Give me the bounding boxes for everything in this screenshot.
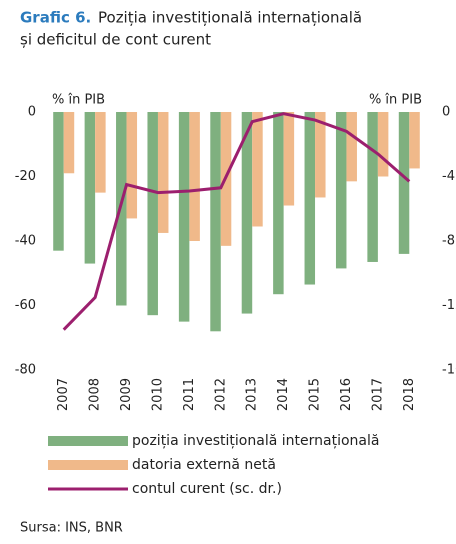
bar (283, 112, 295, 206)
bar (126, 112, 138, 219)
legend-label: contul curent (sc. dr.) (132, 481, 282, 497)
y2-tick-label: -4 (442, 169, 455, 184)
x-tick-label: 2012 (213, 378, 228, 411)
bar (367, 112, 378, 262)
x-tick-label: 2008 (88, 378, 103, 411)
legend-label: poziția investițională internațională (132, 433, 379, 449)
legend-label: datoria externă netă (132, 457, 276, 473)
x-tick-label: 2009 (119, 378, 134, 411)
y-tick-label: -80 (15, 363, 36, 378)
x-tick-label: 2013 (245, 378, 260, 411)
bar (53, 112, 64, 251)
bar (178, 112, 190, 322)
bar (252, 112, 263, 227)
x-tick-label: 2015 (308, 378, 323, 411)
bar (398, 112, 410, 254)
x-tick-label: 2007 (56, 378, 71, 411)
bar (304, 112, 316, 285)
chart-title: și deficitul de cont curent (20, 31, 211, 49)
chart-title: Poziția investițională internațională (98, 9, 362, 27)
bar (84, 112, 96, 264)
legend-swatch (48, 460, 128, 470)
title-label: Grafic 6. (20, 9, 91, 27)
bar (189, 112, 200, 241)
x-tick-label: 2010 (150, 378, 165, 411)
bar (147, 112, 158, 316)
y-tick-label: -20 (15, 169, 36, 184)
bar (409, 112, 420, 169)
bar (335, 112, 347, 269)
x-tick-label: 2016 (339, 378, 354, 411)
x-tick-label: 2017 (370, 378, 385, 411)
source: Sursa: INS, BNR (20, 521, 123, 536)
y-tick-label: -60 (15, 298, 36, 313)
bar (346, 112, 357, 182)
line (62, 112, 411, 331)
y2-tick-label: -16 (442, 363, 456, 378)
bar (95, 112, 106, 193)
y2-tick-label: -12 (442, 298, 456, 313)
y-tick-label: 0 (28, 105, 36, 120)
y2-tick-label: -8 (442, 234, 455, 249)
bar (241, 112, 253, 314)
y2-axis-label: % în PIB (369, 93, 422, 108)
legend-swatch (48, 436, 128, 446)
x-tick-label: 2014 (276, 378, 291, 411)
bar (315, 112, 326, 198)
y-axis-label: % în PIB (52, 93, 105, 108)
y2-tick-label: 0 (442, 105, 450, 120)
bar (210, 112, 221, 332)
bar (377, 112, 389, 177)
bar (157, 112, 169, 233)
x-tick-label: 2011 (182, 378, 197, 411)
bar (273, 112, 284, 295)
y-tick-label: -40 (15, 234, 36, 249)
x-tick-label: 2018 (402, 378, 417, 411)
bar (63, 112, 75, 174)
